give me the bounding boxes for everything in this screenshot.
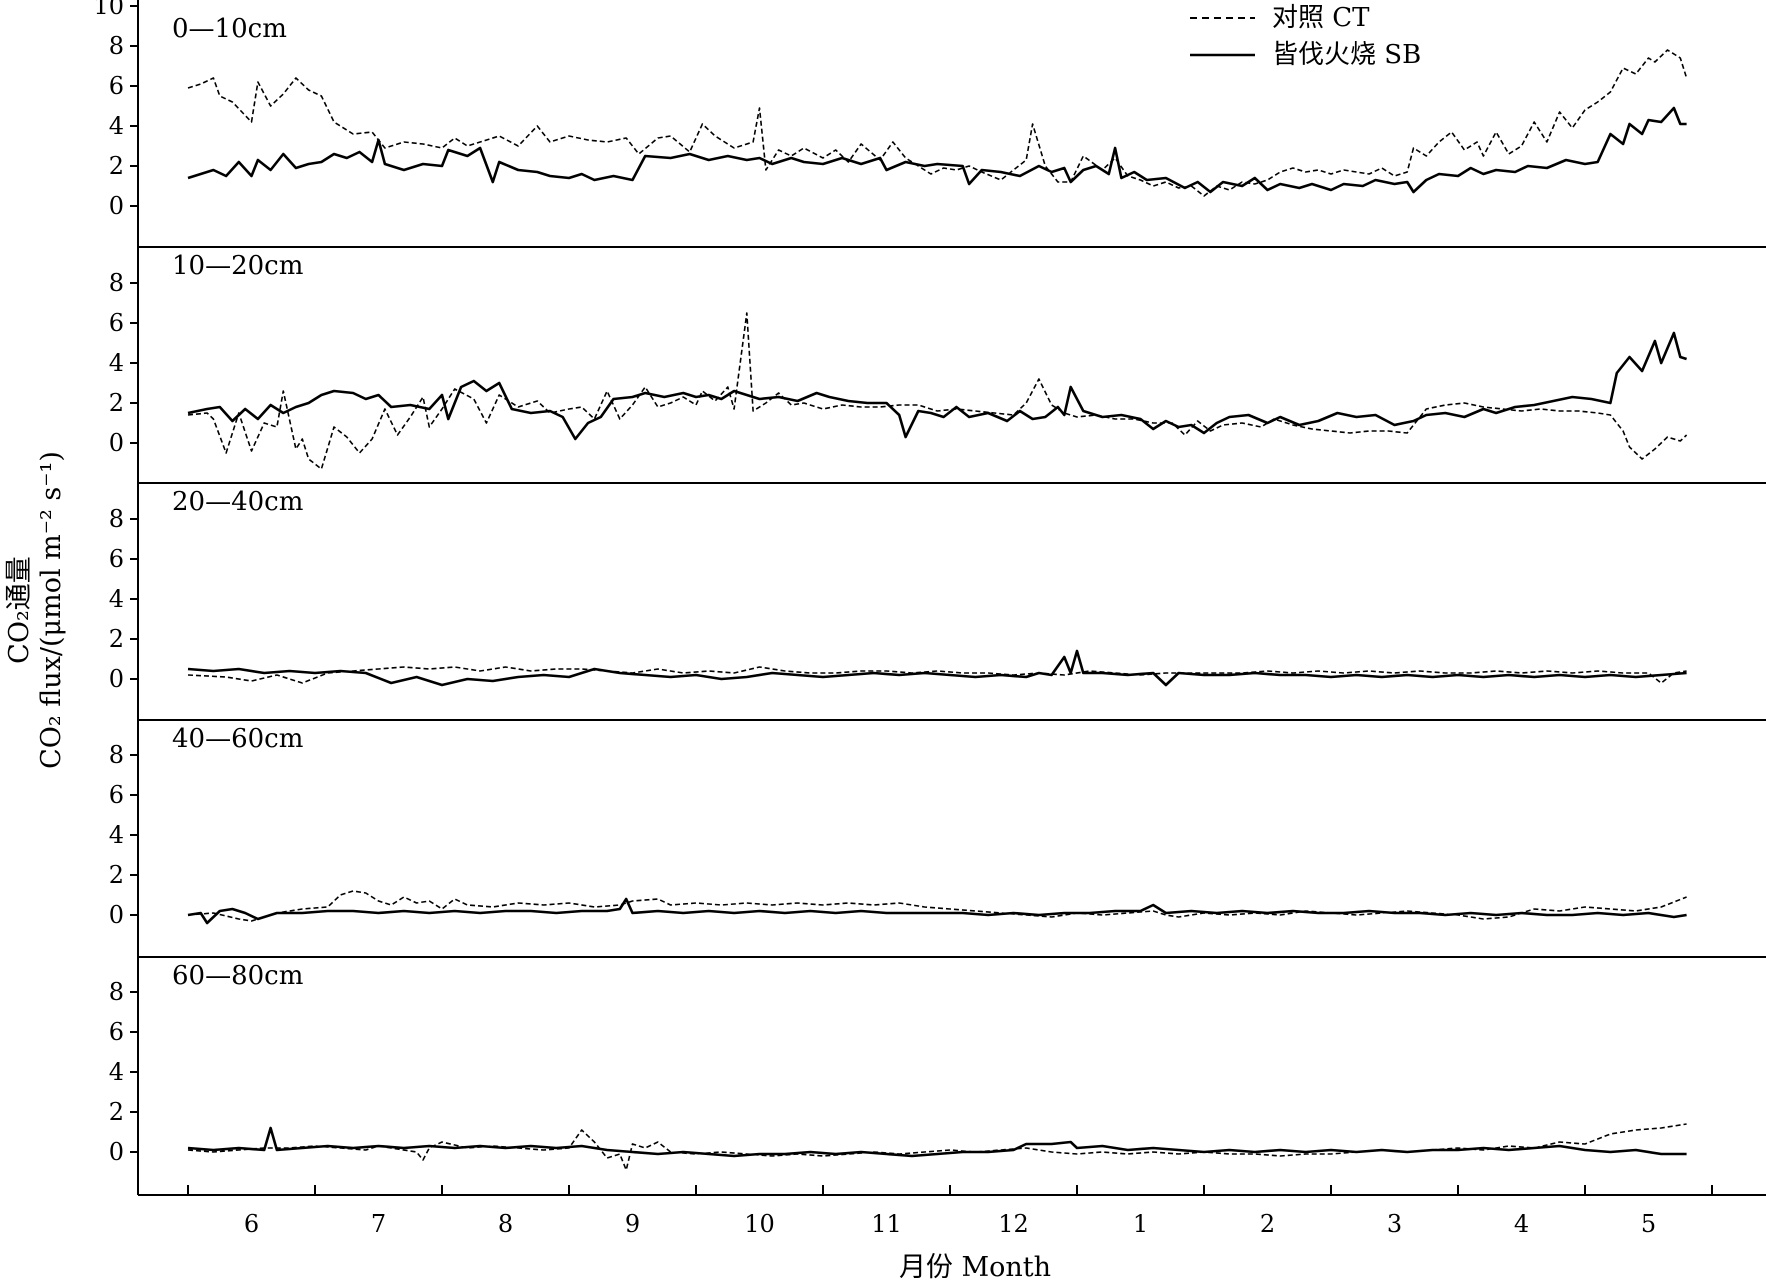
panel: 0 2 4 6 8 20—40cm [109, 487, 1687, 693]
x-tick-label: 8 [498, 1210, 513, 1238]
x-tick-label: 9 [625, 1210, 640, 1238]
series-sb-line [187, 649, 1687, 687]
y-tick-label: 0 [109, 192, 124, 220]
legend: 对照 CT 皆伐火烧 SB [1190, 3, 1421, 70]
y-tick-label: 6 [109, 309, 124, 337]
x-tick-label: 3 [1387, 1210, 1402, 1238]
y-tick-label: 4 [109, 821, 124, 849]
y-tick-label: 0 [109, 665, 124, 693]
y-axis-title-line2: CO₂ flux/(μmol m⁻² s⁻¹) [36, 451, 67, 769]
x-tick-label: 11 [871, 1210, 902, 1238]
y-tick-label: 4 [109, 112, 124, 140]
panel: 0 2 4 6 8 60—80cm [109, 961, 1687, 1171]
y-tick-label: 8 [109, 978, 124, 1006]
x-tick-label: 1 [1133, 1210, 1148, 1238]
y-tick-label: 2 [109, 1098, 124, 1126]
x-tick-label: 7 [371, 1210, 386, 1238]
y-tick-label: 8 [109, 505, 124, 533]
y-axis-title-line1: CO₂通量 [4, 556, 35, 664]
series-ct-line [187, 666, 1687, 684]
series-ct-line [187, 890, 1687, 922]
x-tick-label: 5 [1641, 1210, 1656, 1238]
y-tick-label: 4 [109, 349, 124, 377]
panel-label: 60—80cm [172, 961, 303, 991]
y-axis-title: CO₂通量 CO₂ flux/(μmol m⁻² s⁻¹) [4, 451, 67, 769]
y-tick-label: 6 [109, 545, 124, 573]
panel: 0 2 4 6 8 10 0—10cm [93, 0, 1688, 220]
panel-label: 40—60cm [172, 724, 303, 754]
x-tick-label: 10 [744, 1210, 775, 1238]
y-tick-label: 6 [109, 72, 124, 100]
y-tick-label: 10 [93, 0, 124, 20]
panel: 0 2 4 6 8 40—60cm [109, 724, 1687, 929]
x-tick-label: 12 [998, 1210, 1029, 1238]
x-axis-title: 月份 Month [899, 1252, 1051, 1283]
panel-label: 10—20cm [172, 251, 303, 281]
y-tick-label: 0 [109, 1138, 124, 1166]
y-tick-label: 8 [109, 269, 124, 297]
x-axis: 6 7 8 9 10 11 12 1 2 3 4 5 [187, 1185, 1713, 1238]
series-ct-line [187, 49, 1688, 197]
y-tick-label: 0 [109, 429, 124, 457]
series-sb-line [187, 1126, 1687, 1158]
y-tick-label: 8 [109, 741, 124, 769]
panel: 0 2 4 6 8 10—20cm [109, 251, 1688, 470]
y-tick-label: 6 [109, 781, 124, 809]
x-tick-label: 6 [244, 1210, 259, 1238]
x-tick-label: 4 [1514, 1210, 1529, 1238]
chart-panels: 0 2 4 6 8 10 0—10cm 0 2 4 6 8 10—20cm 0 2 4 6 8 20—40cm 0 2 4… [93, 0, 1688, 1171]
y-tick-label: 2 [109, 861, 124, 889]
panel-label: 20—40cm [172, 487, 303, 517]
series-sb-line [187, 106, 1687, 194]
y-tick-label: 2 [109, 625, 124, 653]
y-tick-label: 6 [109, 1018, 124, 1046]
y-tick-label: 4 [109, 585, 124, 613]
y-tick-label: 2 [109, 389, 124, 417]
panel-label: 0—10cm [172, 14, 287, 44]
y-tick-label: 2 [109, 152, 124, 180]
x-tick-label: 2 [1260, 1210, 1275, 1238]
chart-frame [137, 0, 1766, 1196]
y-tick-label: 4 [109, 1058, 124, 1086]
y-tick-label: 8 [109, 32, 124, 60]
y-tick-label: 0 [109, 901, 124, 929]
legend-ct-label: 对照 CT [1272, 3, 1370, 33]
series-ct-line [187, 312, 1688, 470]
series-sb-line [187, 331, 1687, 441]
legend-sb-label: 皆伐火烧 SB [1272, 40, 1421, 70]
series-sb-line [187, 897, 1687, 925]
